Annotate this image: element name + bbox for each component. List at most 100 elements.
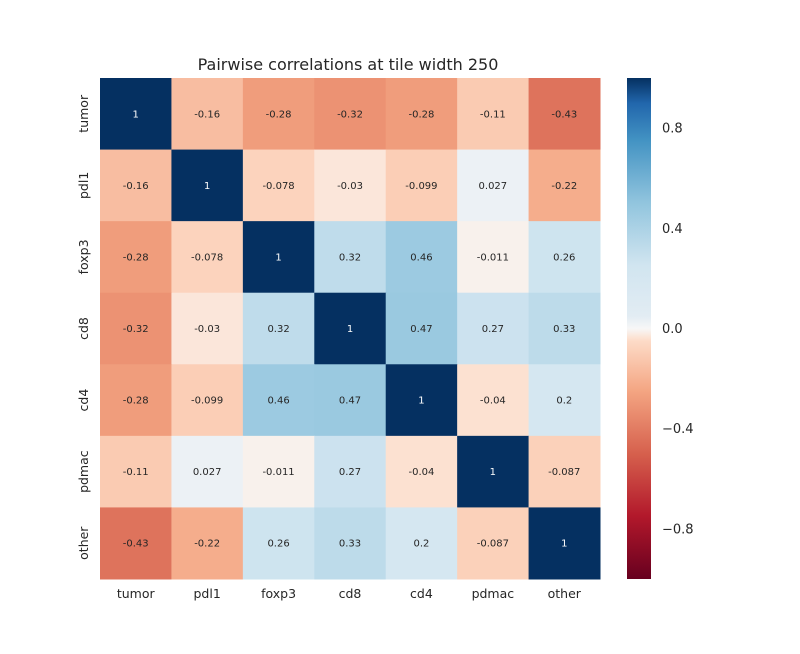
cell-value-label: -0.28 [123,252,149,263]
heatmap-cell [100,78,172,151]
heatmap-cell [457,364,530,437]
x-tick-label: other [548,586,582,601]
heatmap-cell [385,507,458,580]
cell-value-label: -0.11 [123,467,149,478]
y-tick-label: pdl1 [76,172,91,199]
heatmap-cell [100,507,172,580]
heatmap-cell [528,149,601,222]
colorbar-gradient [627,78,651,579]
heatmap-cell [242,292,315,365]
cell-value-label: 1 [133,109,139,120]
x-tick-label: foxp3 [261,586,296,601]
heatmap-cell [528,364,601,437]
heatmap-cell [171,221,244,294]
cell-value-label: -0.087 [548,467,580,478]
cell-value-label: 0.47 [410,324,432,335]
x-tick-label: tumor [117,586,156,601]
cell-value-label: -0.078 [262,181,294,192]
cell-value-label: 0.46 [410,252,432,263]
heatmap-cell [171,292,244,365]
heatmap-cell [100,292,172,365]
heatmap-cell [171,78,244,151]
heatmap-cell [457,292,530,365]
cell-value-label: 0.32 [339,252,361,263]
y-tick-label: cd4 [76,389,91,412]
cell-value-label: -0.099 [191,396,223,407]
y-tick-label: foxp3 [76,239,91,274]
heatmap-cell [385,221,458,294]
heatmap-cell [314,435,387,508]
x-axis-tick-labels: tumor pdl1 foxp3 cd8 cd4 pdmac other [117,586,582,601]
cell-value-label: 1 [561,539,567,550]
cell-value-label: 0.27 [339,467,361,478]
heatmap-cell [242,507,315,580]
heatmap-cell [457,435,530,508]
colorbar-ticks: 0.8 0.4 0.0 −0.4 −0.8 [662,122,694,538]
heatmap-cell [528,221,601,294]
y-axis-tick-labels: tumor pdl1 foxp3 cd8 cd4 pdmac other [76,94,91,560]
heatmap-cell [528,507,601,580]
cell-value-label: 0.47 [339,396,361,407]
x-tick-label: pdmac [472,586,515,601]
heatmap-cell [314,292,387,365]
colorbar-tick-label: −0.4 [662,422,694,437]
cell-value-label: 0.27 [482,324,504,335]
cell-value-label: -0.32 [337,109,363,120]
cell-value-label: 1 [204,181,210,192]
cell-value-label: 0.32 [267,324,289,335]
x-tick-label: cd8 [339,586,362,601]
y-tick-label: cd8 [76,317,91,340]
cell-value-label: -0.16 [194,109,220,120]
colorbar: 0.8 0.4 0.0 −0.4 −0.8 [627,78,694,579]
heatmap-cell [528,435,601,508]
cell-value-label: 1 [490,467,496,478]
heatmap-cell [314,78,387,151]
heatmap-cell [242,78,315,151]
cell-value-label: -0.32 [123,324,149,335]
heatmap-cell [242,435,315,508]
cell-value-label: -0.04 [408,467,434,478]
heatmap-cell [385,364,458,437]
heatmap-cell [242,364,315,437]
cell-value-label: -0.28 [266,109,292,120]
cell-value-label: 0.027 [479,181,508,192]
y-tick-label: other [76,526,91,560]
heatmap-cell [242,221,315,294]
heatmap-cell [528,292,601,365]
cell-value-label: 0.027 [193,467,222,478]
cell-value-label: -0.099 [405,181,437,192]
heatmap-cell [314,364,387,437]
heatmap-cell [457,149,530,222]
heatmap-cell [457,507,530,580]
heatmap-cell [100,435,172,508]
cell-value-label: 0.26 [553,252,575,263]
x-tick-label: cd4 [410,586,433,601]
cell-value-label: -0.04 [480,396,506,407]
heatmap-cell [171,435,244,508]
cell-value-label: -0.03 [194,324,220,335]
colorbar-tick-label: 0.0 [662,322,683,337]
cell-value-label: -0.078 [191,252,223,263]
cell-value-label: 0.2 [413,539,429,550]
cell-value-label: 1 [275,252,281,263]
cell-value-label: -0.011 [477,252,509,263]
heatmap-cell [314,507,387,580]
colorbar-tick-label: 0.8 [662,122,683,137]
cell-value-label: 1 [347,324,353,335]
cell-value-label: -0.011 [262,467,294,478]
heatmap-cell [314,221,387,294]
cell-value-label: -0.087 [477,539,509,550]
cell-value-label: 0.2 [556,396,572,407]
cell-value-label: -0.28 [123,396,149,407]
cell-value-label: 0.26 [267,539,289,550]
heatmap-cell [100,221,172,294]
cell-value-label: -0.28 [408,109,434,120]
heatmap-cell [171,364,244,437]
heatmap-cell [385,435,458,508]
heatmap-cell [242,149,315,222]
heatmap-cell [528,78,601,151]
cell-value-label: -0.22 [194,539,220,550]
y-tick-label: tumor [76,94,91,133]
cell-value-label: -0.16 [123,181,149,192]
